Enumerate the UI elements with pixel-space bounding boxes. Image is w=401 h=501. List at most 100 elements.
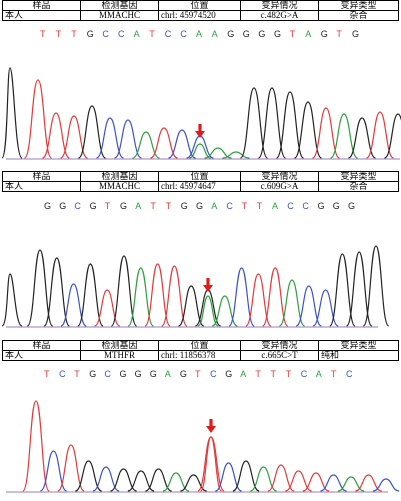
peak-thymine [144,263,171,327]
base-label-guanine: G [180,201,188,211]
peak-guanine [362,245,390,327]
base-label-thymine: T [285,369,292,379]
peak-guanine [178,285,205,327]
peak-cytosine [168,129,196,159]
base-label-guanine: G [352,29,360,39]
base-label-guanine: G [120,201,128,211]
cell-position: chrl: 45974520 [158,10,241,21]
peak-guanine [383,113,401,159]
base-label-thymine: T [55,29,62,39]
cell-gene: MTHFR [80,350,159,361]
peak-cytosine [228,267,255,327]
peak-guanine [180,474,207,492]
peak-thymine [150,127,178,159]
base-label-guanine: G [196,201,204,211]
cell-variant: c.609G>A [240,181,319,192]
base-label-cytosine: C [118,29,125,39]
table-header-row: 样品 检测基因 位置 变异情况 变异类型 [2,171,399,182]
base-label-thymine: T [336,29,342,39]
base-label-guanine: G [242,29,250,39]
peak-cytosine [96,117,124,159]
base-label-thymine: T [165,201,172,211]
header-sample: 样品 [2,340,81,351]
peak-secondary-variant [189,143,211,159]
base-label-guanine: G [134,369,142,379]
header-sample: 样品 [2,0,81,11]
cell-variant-type: 杂合 [318,10,399,21]
base-label-adenine: A [240,369,247,379]
peak-guanine [145,468,172,492]
peak-secondary-variant [199,436,223,492]
peak-guanine [257,87,287,159]
variant-arrow-icon [203,278,213,292]
peak-adenine [132,131,160,159]
header-variant-type: 变异类型 [318,171,399,182]
base-label-adenine: A [315,369,322,379]
peak-adenine [278,279,306,327]
base-label-adenine: A [305,29,312,39]
peak-guanine [77,263,104,327]
peak-guanine [75,460,102,492]
base-label-cytosine: C [104,369,111,379]
cell-variant: c.665C>T [240,350,319,361]
base-label-adenine: A [211,201,218,211]
peak-cytosine [372,478,400,492]
peak-thymine [302,472,330,492]
base-label-guanine: G [348,201,356,211]
base-label-guanine: G [149,369,157,379]
peak-thymine [355,474,382,492]
header-variant-type: 变异类型 [318,340,399,351]
base-label-guanine: G [59,201,67,211]
base-label-guanine: G [227,29,235,39]
base-label-thymine: T [149,29,155,39]
peak-guanine [77,105,107,159]
base-label-thymine: T [241,201,248,211]
base-label-thymine: T [256,201,263,211]
chromatogram-trace-2 [1,245,390,328]
base-label-guanine: G [320,29,328,39]
cell-position: chrl: 45974647 [158,181,241,192]
base-label-guanine: G [119,369,127,379]
variant-table-1: 样品 检测基因 位置 变异情况 变异类型 本人 MMACHC chrl: 459… [2,0,399,21]
chromatogram-trace-3 [6,400,400,493]
base-label-thymine: T [71,29,77,39]
base-label-guanine: G [274,29,282,39]
header-position: 位置 [158,340,241,351]
trace-leading-peak [1,273,23,327]
base-label-adenine: A [135,201,142,211]
peak-cytosine [295,285,322,327]
peak-thymine [267,464,295,492]
variant-arrow-icon [206,419,216,433]
header-variant: 变异情况 [240,0,319,11]
peak-thymine [57,444,85,492]
base-label-guanine: G [89,201,97,211]
header-sample: 样品 [2,171,81,182]
base-label-thymine: T [330,369,337,379]
base-label-thymine: T [44,369,50,379]
peak-thymine [23,79,53,159]
cell-gene: MMACHC [80,181,159,192]
chromatogram-trace-1 [1,67,401,160]
peak-guanine [26,249,54,327]
peak-guanine [110,468,137,492]
base-label-cytosine: C [180,29,187,39]
cell-sample: 本人 [2,10,81,21]
header-variant: 变异情况 [240,171,319,182]
base-label-guanine: G [44,201,52,211]
base-label-cytosine: C [302,201,309,211]
base-label-guanine: G [86,29,94,39]
base-label-guanine: G [317,201,325,211]
peak-guanine [348,117,376,159]
peak-thymine [285,470,312,492]
base-label-cytosine: C [102,29,109,39]
peak-adenine [204,147,232,159]
variant-table-3: 样品 检测基因 位置 变异情况 变异类型 本人 MTHFR chrl: 1185… [2,340,399,361]
base-label-thymine: T [104,201,111,211]
peak-adenine [162,472,190,492]
base-label-adenine: A [211,29,218,39]
base-label-thymine: T [195,369,201,379]
base-label-adenine: A [133,29,140,39]
peak-guanine [346,251,373,327]
